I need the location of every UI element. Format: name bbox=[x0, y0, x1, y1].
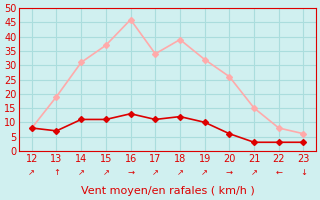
Text: ↗: ↗ bbox=[201, 168, 208, 177]
Text: ↗: ↗ bbox=[251, 168, 258, 177]
Text: ↗: ↗ bbox=[28, 168, 35, 177]
X-axis label: Vent moyen/en rafales ( km/h ): Vent moyen/en rafales ( km/h ) bbox=[81, 186, 254, 196]
Text: ↗: ↗ bbox=[177, 168, 183, 177]
Text: →: → bbox=[127, 168, 134, 177]
Text: ↗: ↗ bbox=[102, 168, 109, 177]
Text: ↑: ↑ bbox=[53, 168, 60, 177]
Text: →: → bbox=[226, 168, 233, 177]
Text: ↗: ↗ bbox=[152, 168, 159, 177]
Text: ←: ← bbox=[275, 168, 282, 177]
Text: ↓: ↓ bbox=[300, 168, 307, 177]
Text: ↗: ↗ bbox=[78, 168, 85, 177]
